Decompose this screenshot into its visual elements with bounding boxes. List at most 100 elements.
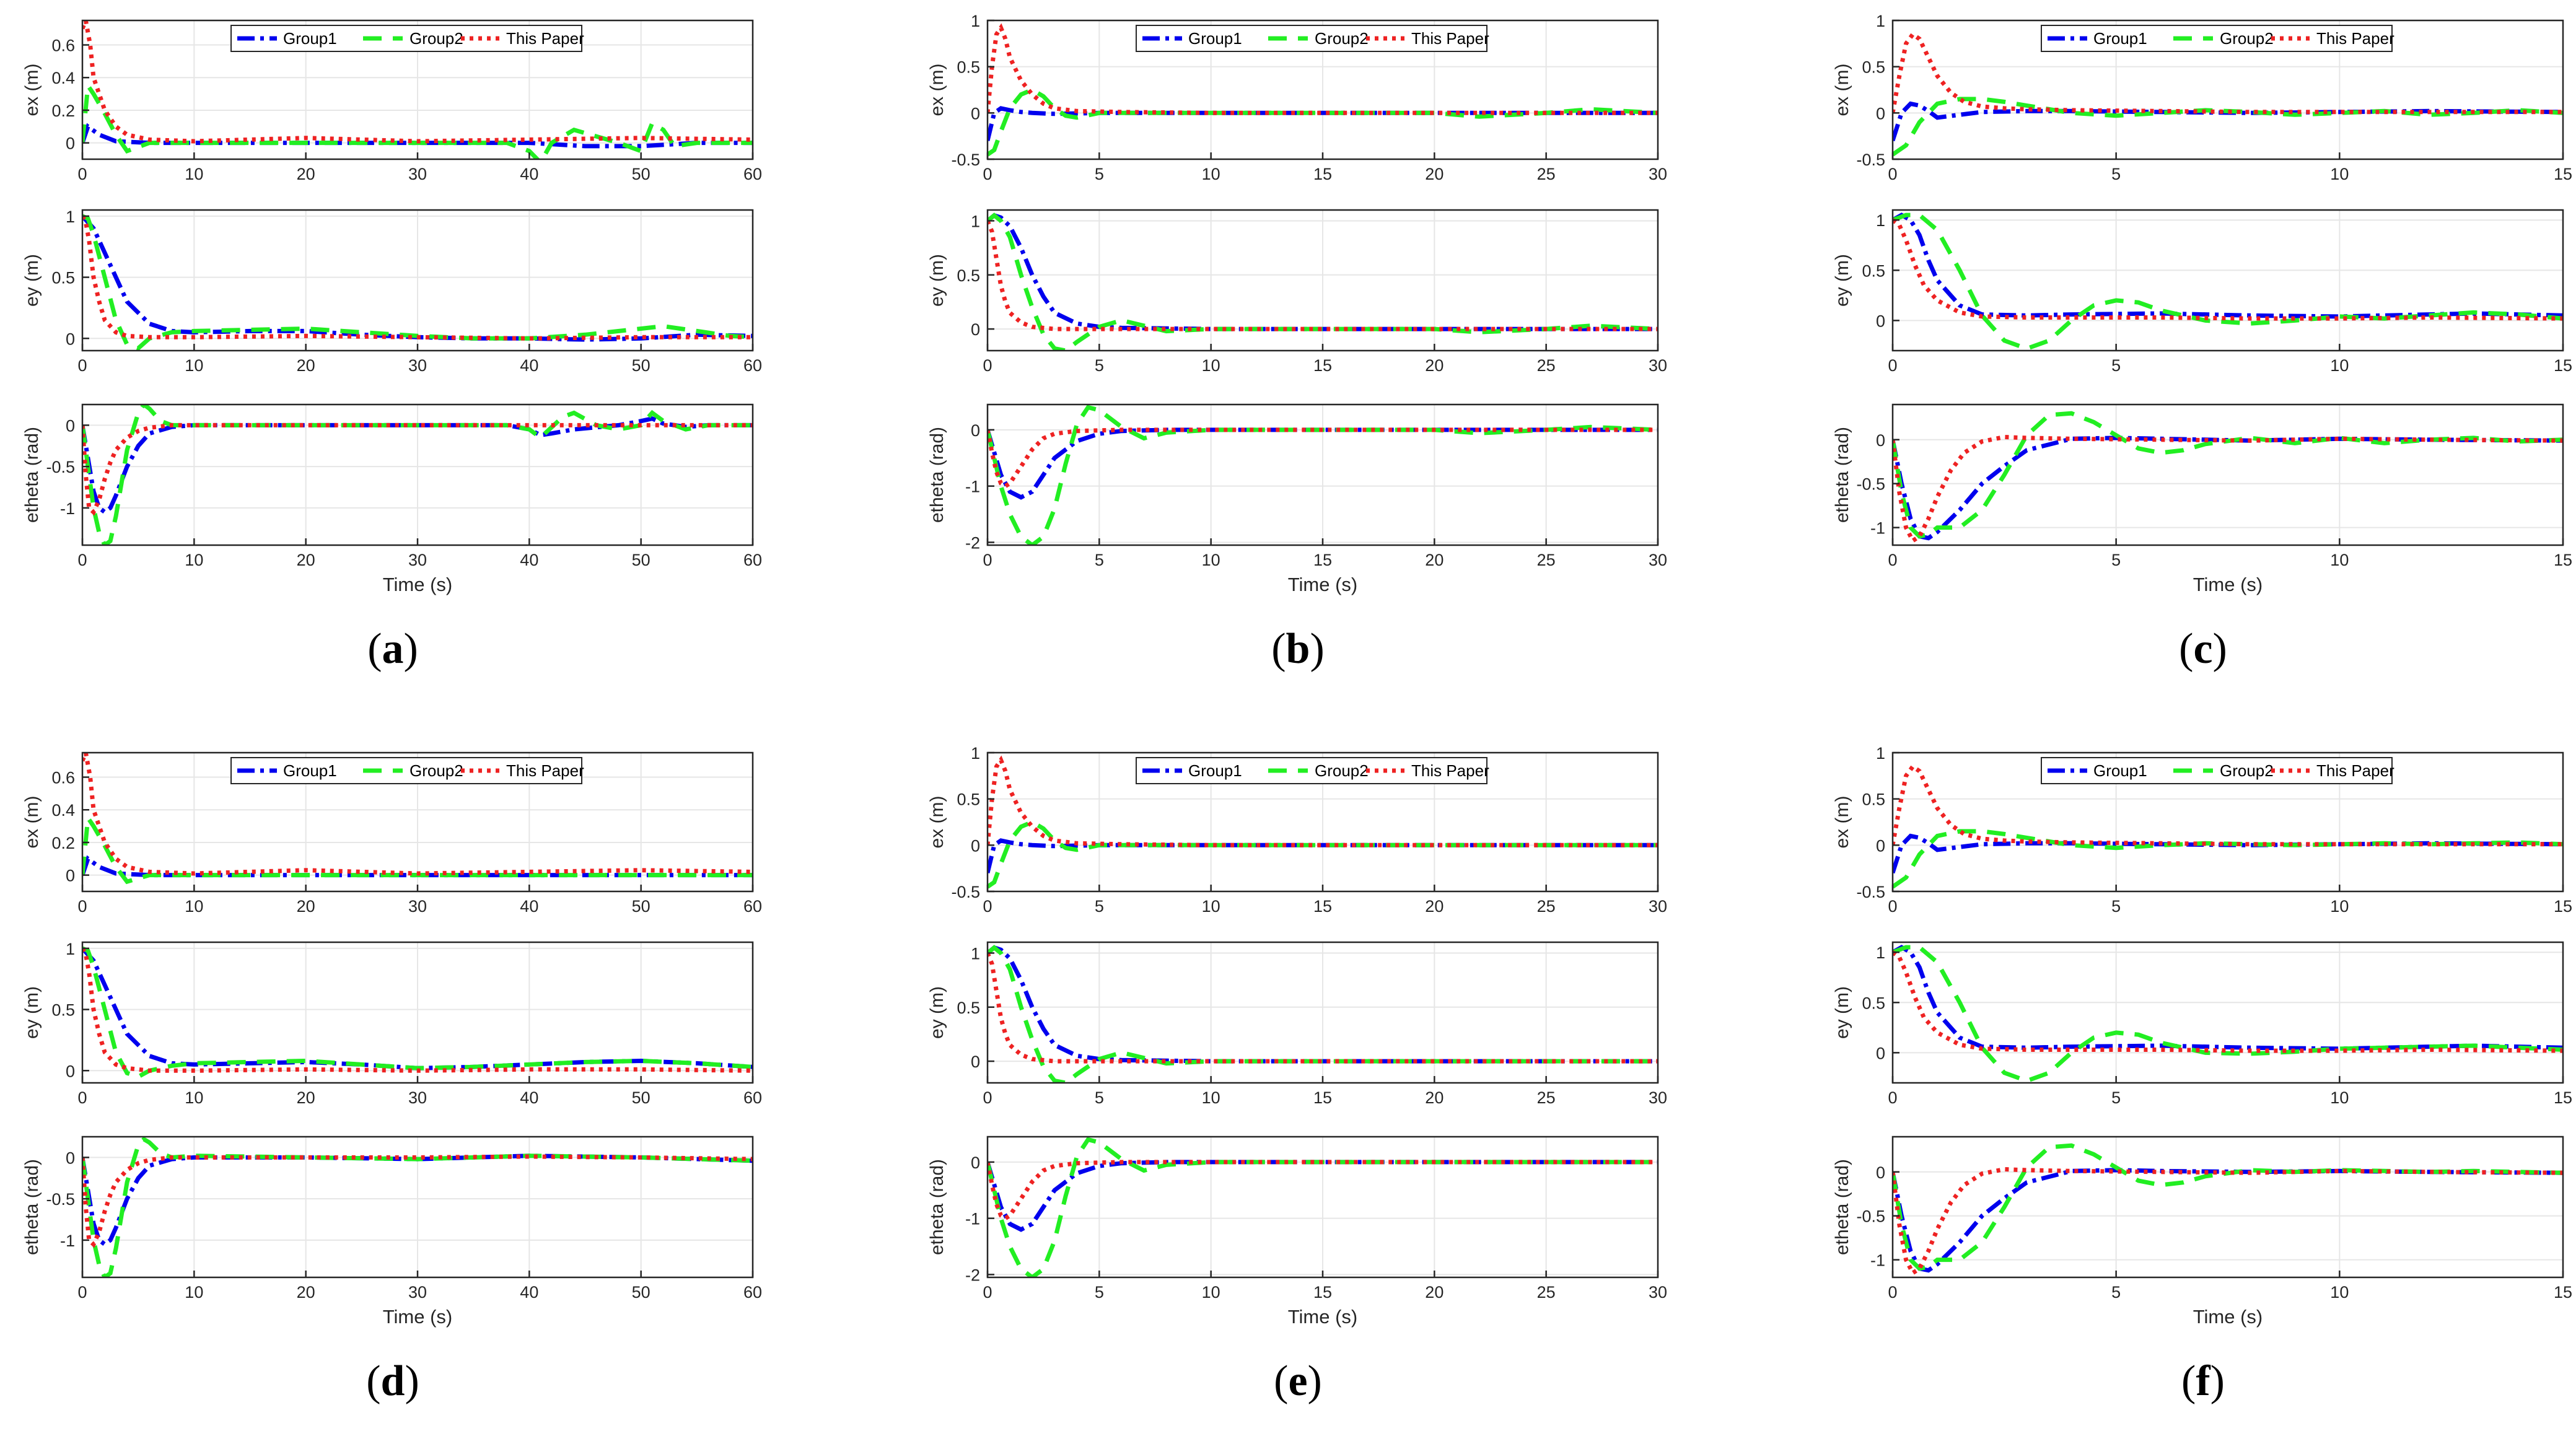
legend-label: This Paper [506,761,584,780]
y-tick-label: 0.4 [51,69,75,87]
x-tick-label: 20 [297,1088,315,1107]
x-tick-label: 5 [2111,551,2121,569]
x-tick-label: 0 [1888,165,1897,183]
panel-caption: (d) [366,1357,419,1405]
series-this-paper [82,215,753,341]
y-tick-label: 1 [66,208,75,226]
series-group2 [82,405,753,545]
legend-label: This Paper [2316,761,2394,780]
caption-paren-open: ( [1271,625,1286,673]
x-tick-label: 40 [520,1088,538,1107]
x-tick-label: 0 [77,356,87,375]
legend: Group1 Group2 This Paper [230,757,584,784]
x-tick-label: 5 [2111,356,2121,375]
x-tick-label: 15 [1313,1088,1332,1107]
subplot-ey: 0 10 20 30 40 50 60 0 0.5 1 ey (m) [22,208,762,375]
y-tick-label: 0 [971,1052,980,1071]
subplot-etheta: 0 10 20 30 40 50 60 -1 -0.5 0 etheta (rad) Time (s) [22,403,762,595]
legend-item-group2: Group2 [2173,29,2274,48]
legend: Group1 Group2 This Paper [1136,757,1489,784]
series-this-paper [82,947,753,1073]
x-tick-label: 10 [185,356,203,375]
series-group1 [988,427,1658,500]
x-tick-label: 10 [185,1283,203,1302]
y-tick-label: 1 [1876,943,1885,962]
x-tick-label: 0 [983,1088,992,1107]
x-tick-label: 15 [2554,1283,2572,1302]
x-tick-label: 10 [2330,356,2349,375]
x-tick-label: 0 [1888,551,1897,569]
legend-item-group1: Group1 [237,29,337,48]
axes-box [1891,751,2564,893]
legend-box [230,757,582,784]
x-tick-label: 40 [520,551,538,569]
series-this-paper [1893,763,2563,847]
legend-label: Group1 [2093,761,2147,780]
x-tick-label: 30 [1649,356,1667,375]
series-group2 [1893,945,2563,1083]
x-tick-label: 0 [77,165,87,183]
caption-paren-close: ) [404,625,418,673]
x-tick-label: 5 [2111,1283,2121,1302]
caption-paren-open: ( [366,1357,380,1405]
legend-label: This Paper [2316,29,2394,48]
subplot-ey: 0 10 20 30 40 50 60 0 0.5 1 ey (m) [22,940,762,1107]
x-tick-label: 40 [520,165,538,183]
legend-label: This Paper [1411,29,1489,48]
x-axis-label: Time (s) [383,1306,453,1328]
series-this-paper [1893,1166,2563,1276]
series-group1 [1893,212,2563,319]
x-tick-label: 30 [408,165,427,183]
x-tick-label: 40 [520,897,538,916]
x-tick-label: 5 [2111,897,2121,916]
y-axis-label: ey (m) [22,986,42,1039]
legend: Group1 Group2 This Paper [2041,25,2394,52]
series-group1 [988,106,1658,141]
y-tick-label: -1 [1870,519,1885,538]
x-tick-label: 40 [520,356,538,375]
x-axis-label: Time (s) [1288,574,1358,595]
x-tick-label: 60 [743,1283,762,1302]
series-this-paper [988,755,1658,847]
y-tick-label: -2 [965,533,980,552]
x-tick-label: 15 [2554,897,2572,916]
x-tick-label: 30 [1649,897,1667,916]
x-tick-label: 30 [1649,551,1667,569]
y-tick-label: 0 [1876,312,1885,330]
y-axis-label: ey (m) [927,986,947,1039]
series-group2 [82,214,753,351]
series-group2 [988,405,1658,545]
y-tick-label: 0 [971,836,980,855]
series-group1 [82,214,753,342]
y-axis-label: etheta (rad) [22,427,42,523]
y-tick-label: -0.5 [1856,475,1885,494]
x-tick-label: 0 [1888,1088,1897,1107]
subplot-etheta: 0 5 10 15 20 25 30 -2 -1 0 etheta (rad) Time (s) [927,1136,1667,1328]
legend-item-group1: Group1 [237,761,337,780]
x-tick-label: 20 [1425,1283,1444,1302]
x-tick-label: 60 [743,897,762,916]
series-group2 [82,946,753,1079]
caption-paren-open: ( [2181,1357,2196,1405]
series-this-paper [988,952,1658,1064]
x-tick-label: 30 [1649,165,1667,183]
y-tick-label: -0.5 [1856,151,1885,169]
caption-letter: a [382,625,404,673]
x-tick-label: 50 [632,551,651,569]
panel-caption: (e) [1274,1357,1322,1405]
y-tick-label: -0.5 [1856,1207,1885,1226]
legend: Group1 Group2 This Paper [1136,25,1489,52]
y-tick-label: 0 [971,1153,980,1172]
legend-item-group1: Group1 [2048,761,2147,780]
caption-paren-open: ( [367,625,382,673]
x-tick-label: 0 [983,1283,992,1302]
y-axis-label: ex (m) [927,796,947,849]
caption-paren-close: ) [2213,625,2227,673]
legend-item-group2: Group2 [2173,761,2274,780]
caption-paren-open: ( [2179,625,2193,673]
subplot-ey: 0 5 10 15 0 0.5 1 ey (m) [1832,941,2572,1107]
